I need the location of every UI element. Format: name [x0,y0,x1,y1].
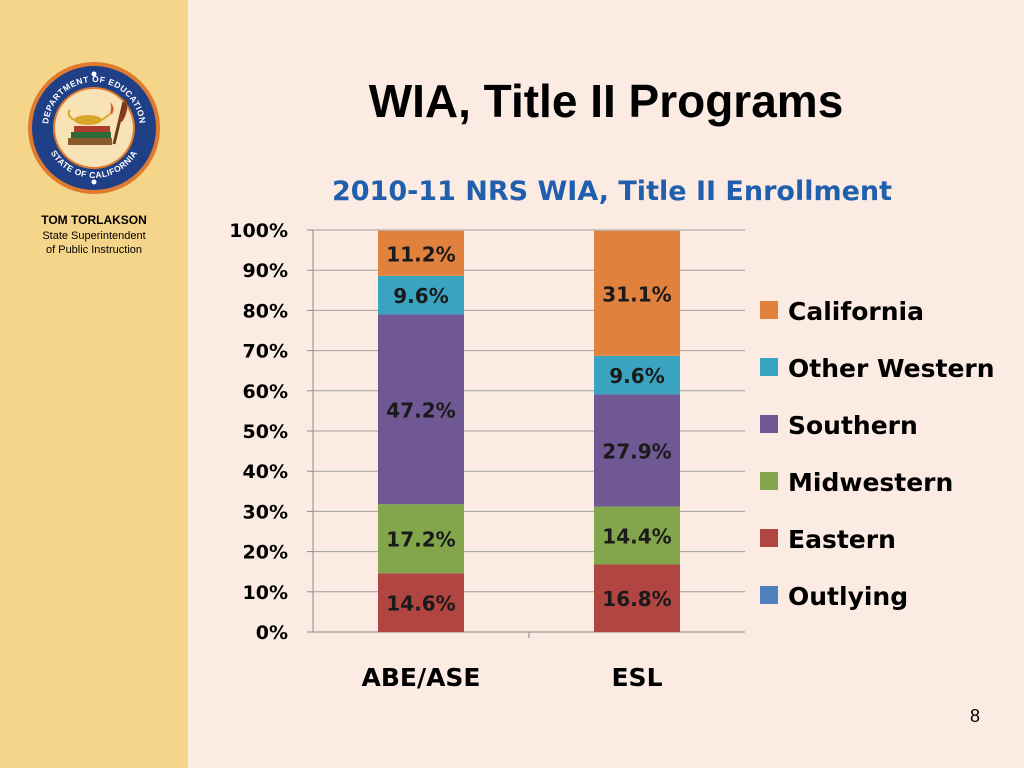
y-tick-label: 10% [243,582,288,604]
y-tick-label: 90% [243,260,288,282]
superintendent-title-line2: of Public Instruction [46,244,142,256]
superintendent-title-line1: State Superintendent [42,230,146,242]
data-label: 11.2% [386,242,455,266]
legend-label: California [788,297,924,326]
data-label: 17.2% [386,528,455,552]
data-label: 14.6% [386,592,455,616]
y-tick-label: 80% [243,300,288,322]
y-tick-label: 60% [243,381,288,403]
data-label: 47.2% [386,398,455,422]
bar-segment-eastern [594,564,680,632]
y-tick-label: 20% [243,542,288,564]
legend-swatch-eastern [760,529,778,547]
data-label: 14.4% [602,525,671,549]
data-label: 27.9% [602,439,671,463]
bar-segment-midwestern [378,504,464,574]
y-tick-label: 30% [243,501,288,523]
chart-title: 2010-11 NRS WIA, Title II Enrollment [332,176,892,207]
lamp-icon [74,115,102,125]
quill-icon [112,101,126,145]
superintendent-name: TOM TORLAKSON [41,213,147,227]
legend-label: Midwestern [788,468,953,497]
bar-segment-other-western [594,355,680,395]
y-tick-label: 40% [243,461,288,483]
legend-swatch-southern [760,415,778,433]
page-number: 8 [969,706,980,726]
bar-segment-california [594,230,680,356]
bar-segment-southern [594,394,680,507]
legend-swatch-midwestern [760,472,778,490]
data-label: 9.6% [393,284,448,308]
y-tick-label: 50% [243,421,288,443]
bar-segment-california [378,230,464,276]
sidebar: DEPARTMENT OF EDUCATION STATE OF CALIFOR… [0,0,188,768]
y-tick-label: 0% [256,622,288,644]
y-tick-label: 70% [243,341,288,363]
data-label: 9.6% [609,364,664,388]
legend-swatch-outlying [760,586,778,604]
legend-label: Outlying [788,582,908,611]
legend-label: Eastern [788,525,896,554]
bar-segment-eastern [378,573,464,632]
bar-segment-midwestern [594,506,680,565]
department-of-education-seal: DEPARTMENT OF EDUCATION STATE OF CALIFOR… [28,62,160,194]
data-label: 16.8% [602,587,671,611]
legend-swatch-other-western [760,358,778,376]
x-category-label: ABE/ASE [361,663,480,692]
y-tick-label: 100% [229,220,288,242]
bar-segment-southern [378,314,464,505]
books-icon [68,138,112,145]
slide-title: WIA, Title II Programs [368,75,844,127]
x-category-label: ESL [611,663,662,692]
data-label: 31.1% [602,282,671,306]
bar-segment-other-western [378,275,464,315]
legend-swatch-california [760,301,778,319]
legend-label: Other Western [788,354,995,383]
legend-label: Southern [788,411,918,440]
